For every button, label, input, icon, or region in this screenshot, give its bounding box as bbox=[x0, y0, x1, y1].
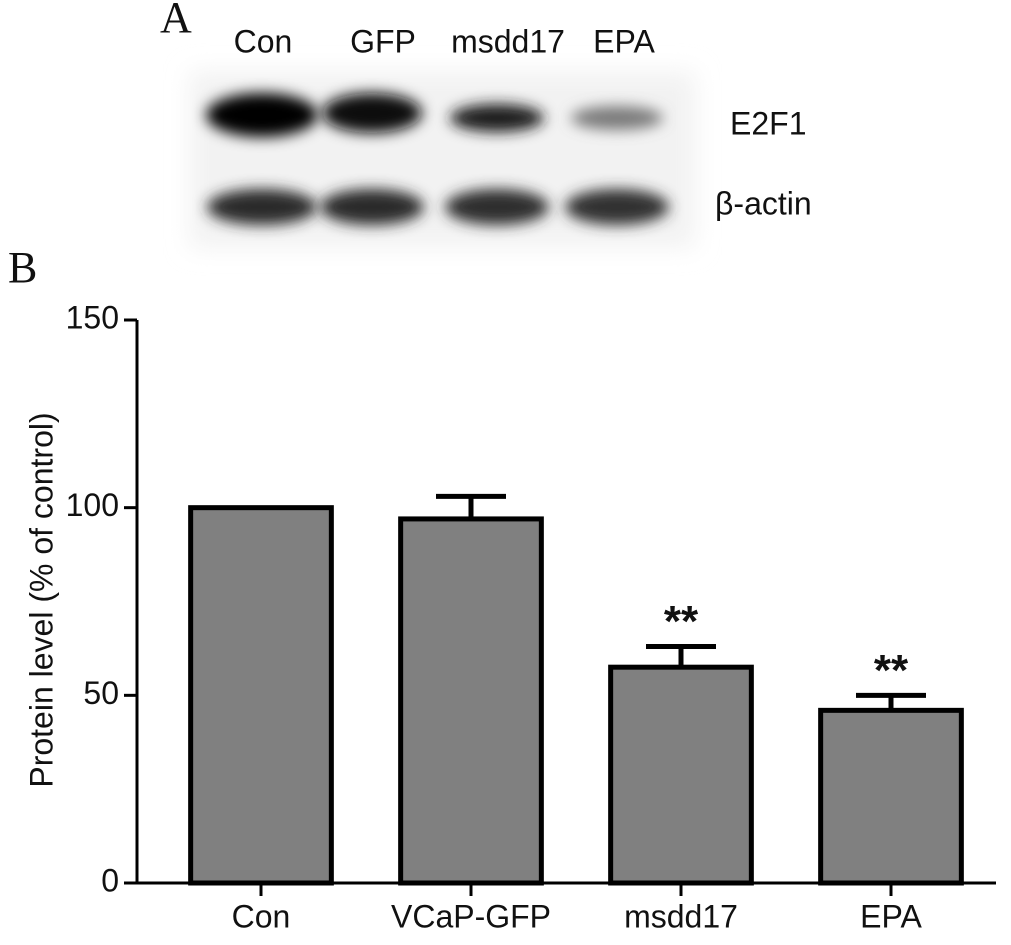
lane-label: GFP bbox=[350, 23, 416, 59]
error-bar bbox=[646, 644, 716, 668]
error-bar bbox=[436, 493, 506, 519]
lane-label: Con bbox=[234, 23, 293, 59]
bar bbox=[398, 516, 544, 886]
y-tick-label: 50 bbox=[83, 675, 119, 711]
lane-label: msdd17 bbox=[451, 23, 565, 59]
significance-label: ** bbox=[664, 597, 699, 646]
error-bar bbox=[856, 692, 926, 711]
panel-label: B bbox=[8, 243, 37, 292]
significance-label: ** bbox=[874, 646, 909, 695]
y-tick-label: 100 bbox=[66, 487, 119, 523]
y-tick-label: 0 bbox=[101, 862, 119, 898]
y-axis-label: Protein level (% of control) bbox=[23, 412, 59, 787]
bar bbox=[818, 707, 964, 886]
y-tick-label: 150 bbox=[66, 299, 119, 335]
lane-label: EPA bbox=[593, 23, 655, 59]
blot bbox=[190, 72, 695, 247]
bar bbox=[188, 505, 334, 886]
x-tick-label: Con bbox=[232, 898, 291, 934]
band-label: E2F1 bbox=[730, 105, 806, 141]
x-tick-label: EPA bbox=[860, 898, 922, 934]
band-label: β-actin bbox=[715, 185, 812, 221]
x-tick-label: VCaP-GFP bbox=[391, 898, 551, 934]
x-tick-label: msdd17 bbox=[624, 898, 738, 934]
bar bbox=[608, 664, 754, 886]
panel-label: A bbox=[160, 0, 192, 42]
